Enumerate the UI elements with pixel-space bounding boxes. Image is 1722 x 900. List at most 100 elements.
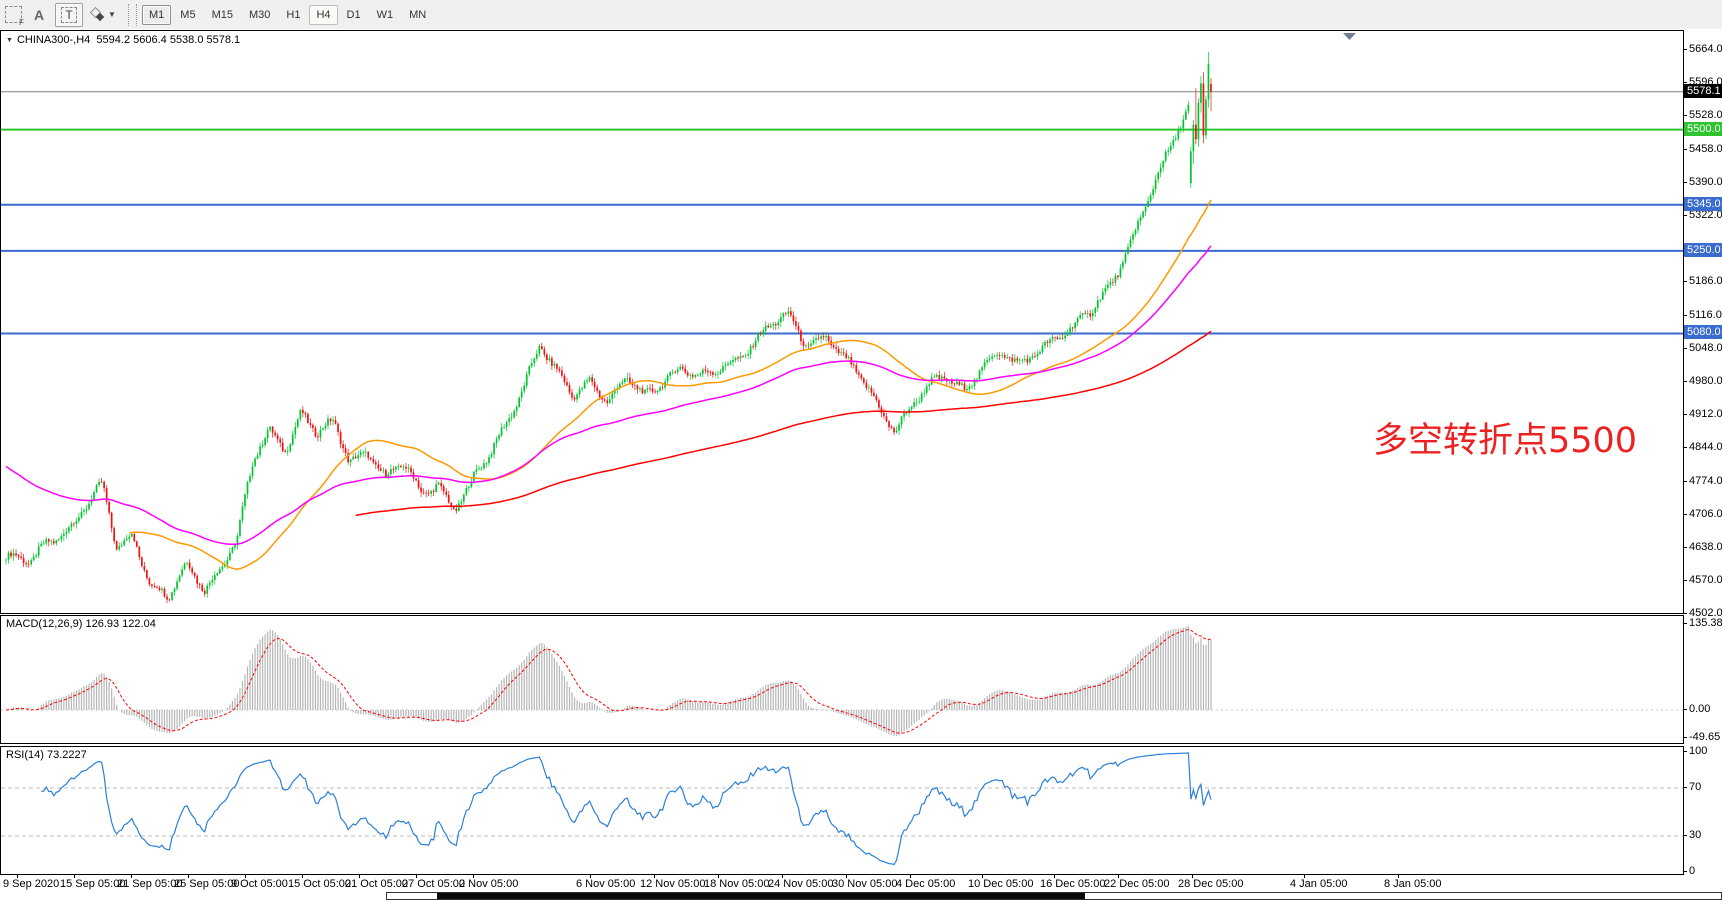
chart-symbol: CHINA300-,H4 — [16, 34, 91, 46]
price-axis-tick: 5048.0 — [1683, 341, 1722, 354]
rsi-axis-tick: 70 — [1682, 781, 1702, 793]
price-level-badge-5500.0: 5500.0 — [1684, 121, 1722, 136]
rsi-indicator[interactable] — [1, 747, 1683, 874]
price-panel: ▼ CHINA300-,H4 5594.2 5606.4 5538.0 5578.… — [0, 30, 1684, 614]
price-axis-tick: 5322.0 — [1683, 208, 1722, 221]
time-axis-tick — [1398, 874, 1399, 878]
time-axis-tick — [74, 874, 75, 878]
timeframe-button-H1[interactable]: H1 — [279, 5, 307, 25]
time-axis-tick — [1304, 874, 1305, 878]
timeframe-button-M5[interactable]: M5 — [173, 5, 202, 25]
time-axis-label: 16 Dec 05:00 — [1040, 878, 1106, 890]
time-axis-label: 24 Nov 05:00 — [768, 878, 834, 890]
time-axis-tick — [188, 874, 189, 878]
text-box-tool-button[interactable]: T — [55, 2, 83, 27]
time-axis-label: 28 Dec 05:00 — [1178, 878, 1244, 890]
time-axis-label: 22 Dec 05:00 — [1104, 878, 1170, 890]
price-axis-tick: 4844.0 — [1683, 441, 1722, 453]
crosshair-grid-icon[interactable]: F — [0, 4, 26, 27]
time-axis-label: 21 Sep 05:00 — [117, 878, 183, 890]
horizontal-scrollbar[interactable] — [386, 892, 1722, 900]
time-axis-label: 9 Sep 2020 — [3, 878, 60, 890]
candlestick-chart[interactable] — [1, 31, 1683, 613]
time-axis-tick — [1118, 874, 1119, 878]
toolbar: F A T ▼ M1 M5 M15 M30 H1 H4 D1 W1 MN — [0, 0, 1722, 30]
macd-axis-tick: 135.38 — [1683, 617, 1722, 629]
time-axis-label: 6 Nov 05:00 — [576, 878, 636, 890]
macd-axis-tick: 0.00 — [1682, 703, 1711, 715]
price-level-badge-5080.0: 5080.0 — [1684, 325, 1722, 340]
time-axis-tick — [1192, 874, 1193, 878]
time-axis-label: 25 Sep 05:00 — [174, 878, 240, 890]
price-axis-tick: 5186.0 — [1683, 275, 1722, 287]
chart-ohlc-values: 5594.2 5606.4 5538.0 5578.1 — [96, 34, 241, 46]
ma-mid-line — [5, 245, 1212, 546]
shapes-tool-icon[interactable]: ▼ — [86, 4, 120, 26]
timeframe-button-D1[interactable]: D1 — [340, 5, 368, 25]
rsi-label: RSI(14) 73.2227 — [6, 749, 87, 761]
dashed-box-icon — [4, 6, 22, 23]
price-axis-tick: 4638.0 — [1683, 540, 1722, 553]
price-level-badge-5250.0: 5250.0 — [1684, 242, 1722, 257]
up-candle-wicks — [5, 51, 1209, 601]
time-axis-label: 2 Nov 05:00 — [459, 878, 519, 890]
macd-indicator[interactable] — [1, 616, 1683, 743]
time-axis-tick — [846, 874, 847, 878]
price-level-badge-5345.0: 5345.0 — [1684, 196, 1722, 211]
time-axis-label: 10 Dec 05:00 — [968, 878, 1034, 890]
timeframe-button-H4[interactable]: H4 — [309, 4, 338, 25]
time-axis-label: 27 Oct 05:00 — [402, 878, 465, 890]
price-axis-tick: 4912.0 — [1683, 407, 1722, 420]
time-axis-label: 30 Nov 05:00 — [832, 878, 898, 890]
chart-shift-marker-icon — [1343, 33, 1356, 40]
timeframe-button-M30[interactable]: M30 — [242, 5, 277, 25]
rsi-axis-tick: 30 — [1682, 829, 1702, 841]
price-axis-tick: 4570.0 — [1683, 573, 1722, 586]
time-axis-label: 15 Sep 05:00 — [60, 878, 126, 890]
timeframe-button-M1[interactable]: M1 — [142, 4, 172, 25]
chart-title: ▼ CHINA300-,H4 5594.2 5606.4 5538.0 5578.… — [6, 34, 240, 46]
price-axis-tick: 5458.0 — [1683, 142, 1722, 155]
macd-signal-line — [5, 628, 1212, 734]
time-axis-tick — [910, 874, 911, 878]
price-axis-tick: 5116.0 — [1683, 308, 1722, 321]
price-axis-tick: 5528.0 — [1683, 109, 1722, 121]
timeframe-button-M15[interactable]: M15 — [205, 5, 240, 25]
diamonds-icon — [90, 6, 105, 21]
time-axis-label: 4 Jan 05:00 — [1290, 878, 1348, 890]
price-axis-tick: 5664.0 — [1683, 43, 1722, 55]
rsi-panel: RSI(14) 73.2227 — [0, 746, 1684, 875]
toolbar-separator — [128, 3, 137, 26]
price-axis-tick: 4706.0 — [1683, 507, 1722, 520]
rsi-axis-tick: 100 — [1682, 745, 1708, 757]
time-axis-tick — [302, 874, 303, 878]
time-axis-tick — [359, 874, 360, 878]
ma-fast-line — [129, 199, 1212, 570]
timeframe-buttons-group: M1 M5 M15 M30 H1 H4 D1 W1 MN — [141, 0, 434, 29]
time-axis-label: 15 Oct 05:00 — [288, 878, 351, 890]
time-axis-label: 8 Jan 05:00 — [1384, 878, 1442, 890]
time-axis-tick — [718, 874, 719, 878]
rsi-line — [41, 752, 1212, 866]
price-level-badge-5578.1: 5578.1 — [1684, 83, 1722, 98]
time-axis-tick — [131, 874, 132, 878]
text-label-tool-icon[interactable]: A — [33, 6, 45, 23]
ma-slow-line — [355, 330, 1212, 517]
price-axis-tick: 5390.0 — [1683, 175, 1722, 188]
time-axis-label: 9 Oct 05:00 — [231, 878, 288, 890]
time-axis-tick — [17, 874, 18, 878]
scrollbar-thumb[interactable] — [437, 893, 1085, 899]
timeframe-button-MN[interactable]: MN — [402, 5, 433, 25]
price-axis-tick: 4502.0 — [1683, 607, 1722, 619]
time-axis-label: 4 Dec 05:00 — [896, 878, 956, 890]
time-axis-tick — [654, 874, 655, 878]
down-candle-wicks — [10, 72, 1212, 604]
collapse-triangle-icon[interactable]: ▼ — [6, 37, 13, 44]
rsi-axis-tick: 0 — [1682, 865, 1696, 877]
price-axis-tick: 4980.0 — [1683, 374, 1722, 387]
timeframe-button-W1[interactable]: W1 — [370, 5, 401, 25]
time-axis-tick — [416, 874, 417, 878]
time-axis-tick — [473, 874, 474, 878]
time-axis-tick — [982, 874, 983, 878]
